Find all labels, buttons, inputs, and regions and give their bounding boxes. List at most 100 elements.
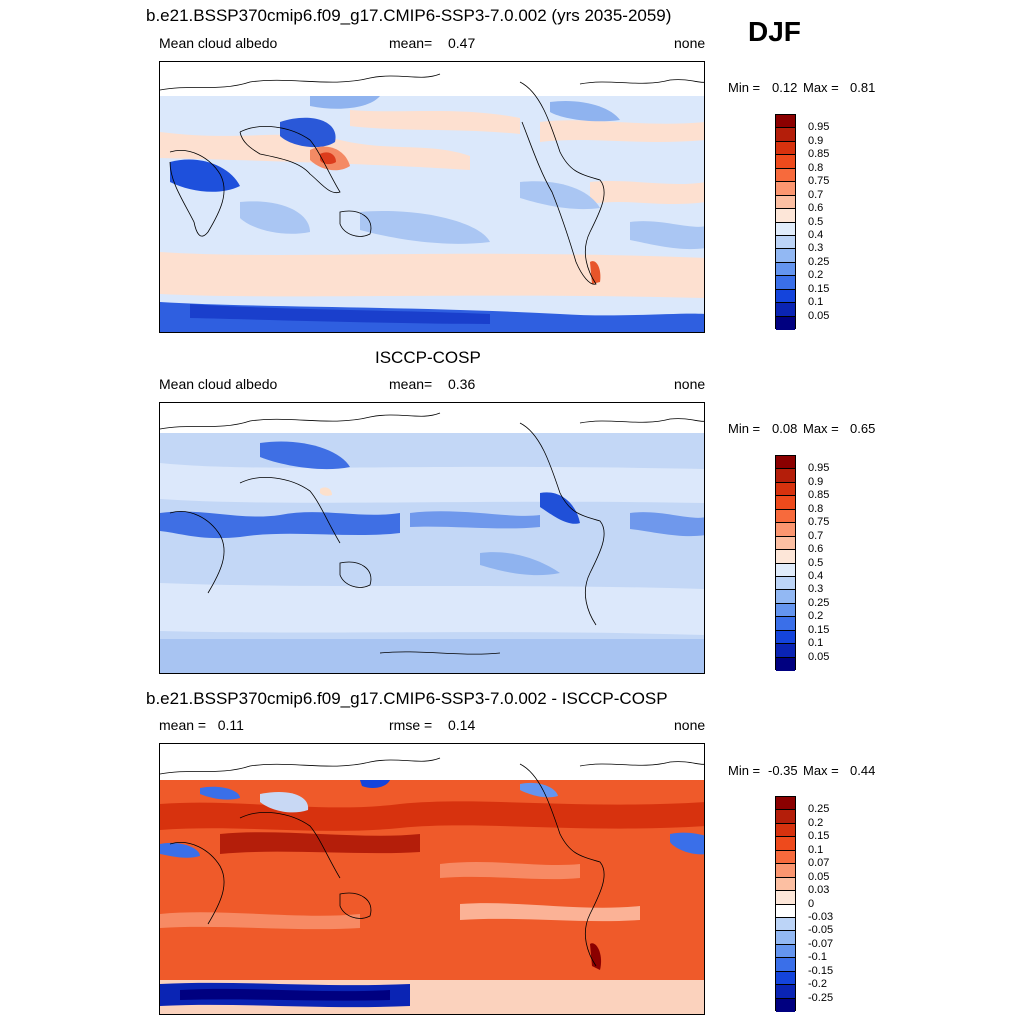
panel1-units: none [674, 35, 706, 51]
colorbar-label: 0.15 [808, 282, 830, 295]
colorbar-label: 0.3 [808, 242, 824, 255]
panel2-min-label: Min = [728, 421, 761, 436]
colorbar-segment [776, 657, 795, 671]
panel1-title: b.e21.BSSP370cmip6.f09_g17.CMIP6-SSP3-7.… [146, 6, 672, 25]
colorbar-segment [776, 141, 795, 156]
colorbar-label: 0.15 [808, 830, 830, 843]
colorbar-label: 0.2 [808, 610, 824, 623]
colorbar-label: 0.8 [808, 502, 824, 515]
colorbar-label: 0.03 [808, 884, 830, 897]
colorbar-segment [776, 810, 795, 824]
colorbar-label: 0.05 [808, 650, 830, 663]
colorbar-segment [776, 576, 795, 591]
colorbar-label: -0.15 [808, 964, 834, 977]
panel2-max-value: 0.65 [850, 421, 876, 436]
colorbar-segment [776, 289, 795, 304]
colorbar-segment [776, 235, 795, 250]
colorbar-label: 0.1 [808, 843, 824, 856]
colorbar-segment [776, 276, 795, 290]
colorbar-segment [776, 603, 795, 618]
colorbar-label: 0.2 [808, 816, 824, 829]
colorbar-segment [776, 303, 795, 317]
colorbar-segment [776, 590, 795, 604]
panel3-max-label: Max = [803, 763, 839, 778]
colorbar-segment [776, 837, 795, 851]
colorbar-segment [776, 316, 795, 330]
colorbar-label: 0.5 [808, 215, 824, 228]
colorbar-segment [776, 182, 795, 196]
colorbar-segment [776, 155, 795, 169]
colorbar-segment [776, 469, 795, 483]
panel3-mean: mean = 0.11 [159, 717, 244, 733]
colorbar-segment [776, 222, 795, 236]
colorbar-label: -0.1 [808, 951, 827, 964]
colorbar-label: 0.4 [808, 569, 824, 582]
panel2-mean-label: mean= [389, 376, 433, 392]
colorbar-label: 0.85 [808, 148, 830, 161]
colorbar-label: 0.7 [808, 188, 824, 201]
colorbar-label: 0.75 [808, 516, 830, 529]
panel3-colorbar [775, 796, 796, 1012]
panel3-min-label: Min = [728, 763, 761, 778]
colorbar-segment [776, 115, 795, 129]
colorbar-label: 0.3 [808, 583, 824, 596]
panel3-min-value: -0.35 [768, 763, 798, 778]
colorbar-segment [776, 904, 795, 918]
colorbar-segment [776, 195, 795, 210]
colorbar-label: 0.2 [808, 269, 824, 282]
colorbar-segment [776, 877, 795, 892]
colorbar-segment [776, 509, 795, 524]
colorbar-label: 0.4 [808, 228, 824, 241]
colorbar-label: 0.9 [808, 134, 824, 147]
colorbar-segment [776, 944, 795, 959]
colorbar-label: 0.9 [808, 475, 824, 488]
colorbar-label: -0.03 [808, 910, 834, 923]
colorbar-label: -0.2 [808, 978, 827, 991]
panel1-colorbar [775, 114, 796, 330]
panel1-mean-label: mean= [389, 35, 433, 51]
panel1-max-value: 0.81 [850, 80, 876, 95]
colorbar-label: 0.5 [808, 556, 824, 569]
panel3-max-value: 0.44 [850, 763, 876, 778]
colorbar-label: 0.25 [808, 596, 830, 609]
colorbar-segment [776, 456, 795, 470]
panel2-min-value: 0.08 [772, 421, 798, 436]
colorbar-label: 0.15 [808, 623, 830, 636]
panel2-map [159, 402, 705, 674]
colorbar-label: 0.95 [808, 462, 830, 475]
colorbar-label: 0.85 [808, 489, 830, 502]
colorbar-segment [776, 617, 795, 631]
colorbar-label: -0.07 [808, 937, 834, 950]
colorbar-segment [776, 262, 795, 277]
panel2-mean-value: 0.36 [448, 376, 476, 392]
colorbar-segment [776, 850, 795, 865]
colorbar-label: 0.05 [808, 870, 830, 883]
panel3-rmse-label: rmse = [389, 717, 433, 733]
colorbar-segment [776, 971, 795, 986]
colorbar-segment [776, 644, 795, 658]
colorbar-segment [776, 536, 795, 551]
panel2-title: ISCCP-COSP [375, 348, 481, 367]
colorbar-label: 0.6 [808, 202, 824, 215]
panel3-units: none [674, 717, 706, 733]
colorbar-label: -0.05 [808, 924, 834, 937]
colorbar-label: -0.25 [808, 991, 834, 1004]
colorbar-segment [776, 891, 795, 905]
colorbar-segment [776, 985, 795, 999]
season-label: DJF [748, 16, 801, 47]
panel2-max-label: Max = [803, 421, 839, 436]
colorbar-segment [776, 823, 795, 838]
panel1-mean-value: 0.47 [448, 35, 476, 51]
panel1-max-label: Max = [803, 80, 839, 95]
colorbar-label: 0.1 [808, 296, 824, 309]
colorbar-label: 0 [808, 897, 815, 910]
colorbar-label: 0.05 [808, 309, 830, 322]
colorbar-segment [776, 249, 795, 263]
colorbar-segment [776, 958, 795, 972]
panel1-min-label: Min = [728, 80, 761, 95]
panel2-units: none [674, 376, 706, 392]
colorbar-label: 0.7 [808, 529, 824, 542]
colorbar-segment [776, 917, 795, 932]
panel3-map [159, 743, 705, 1015]
colorbar-segment [776, 523, 795, 537]
